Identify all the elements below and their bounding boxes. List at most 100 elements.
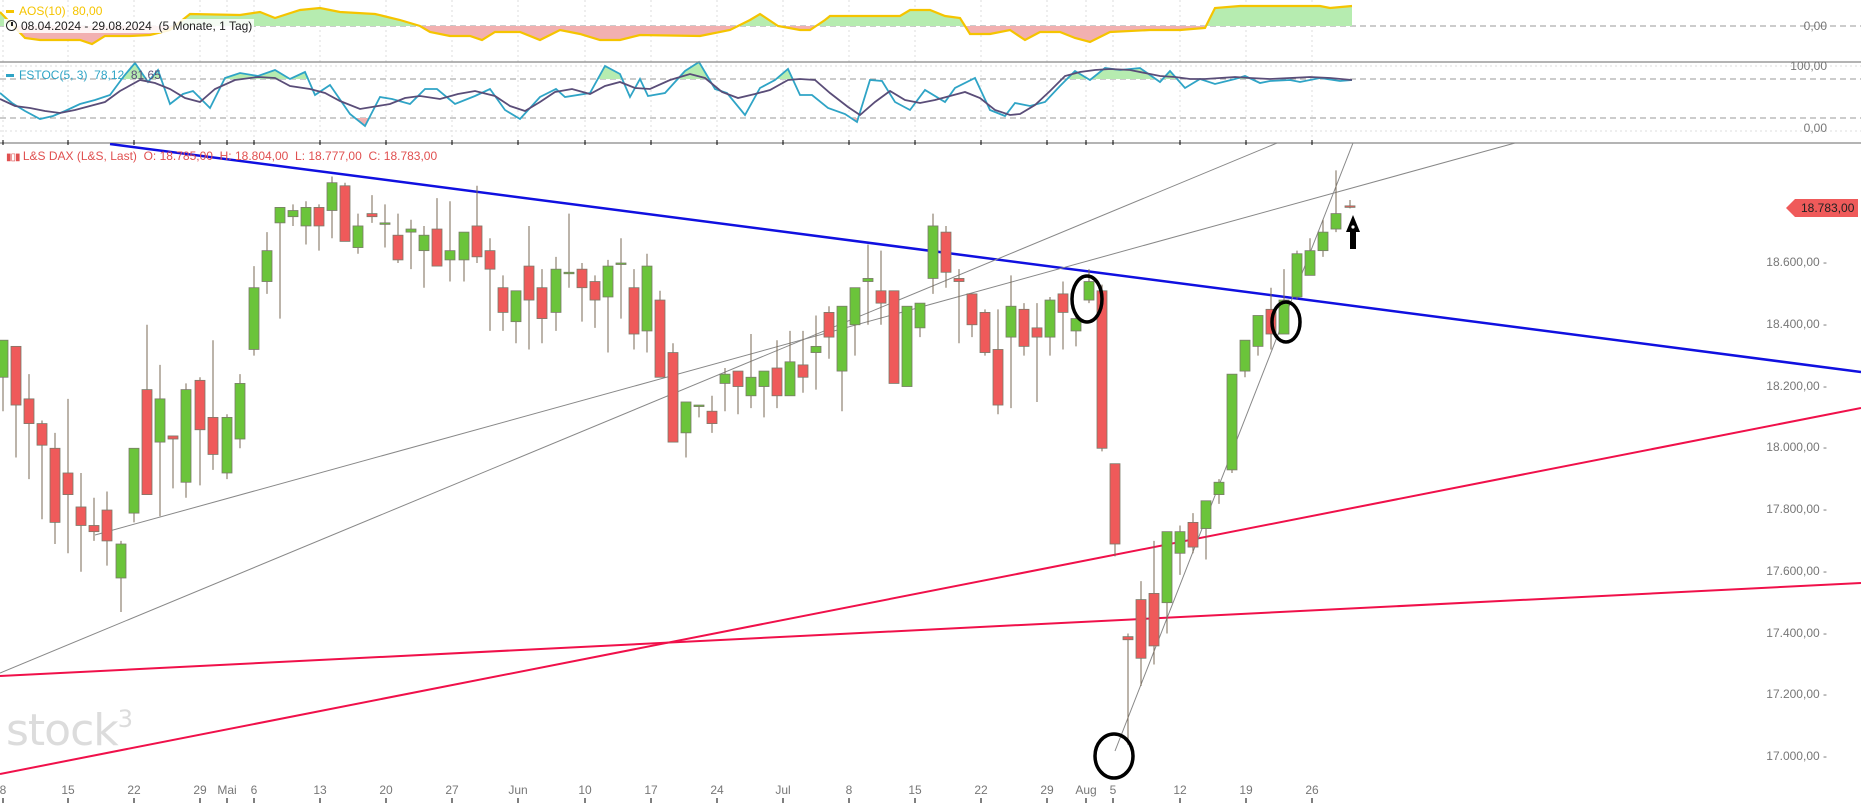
candle: [849, 287, 861, 326]
fstoc-value-fast: 78,12: [94, 68, 125, 82]
candle: [1304, 250, 1316, 276]
last-price-tag: 18.783,00: [1785, 199, 1859, 217]
candle: [1174, 531, 1186, 554]
candle: [888, 290, 900, 384]
candle: [352, 225, 364, 248]
candle: [862, 278, 874, 282]
candle: [484, 250, 496, 270]
date-tick-label: 10: [578, 783, 592, 797]
candle: [471, 225, 483, 258]
clock-icon: [6, 20, 17, 31]
candle: [248, 287, 260, 350]
trend-lines[interactable]: [0, 143, 1861, 775]
date-tick-label: 15: [61, 783, 75, 797]
candle: [693, 404, 705, 407]
candle: [797, 364, 809, 378]
candle: [536, 287, 548, 319]
candle: [927, 225, 939, 279]
arrow-up-annotation[interactable]: [1346, 215, 1360, 249]
candle: [405, 228, 417, 233]
trend-line-channel-upper[interactable]: [0, 143, 1278, 674]
ohlc-low: L: 18.777,00: [295, 149, 362, 163]
candle: [953, 278, 965, 282]
candle: [823, 312, 835, 338]
price-legend[interactable]: ▮▯▮ L&S DAX (L&S, Last) O: 18.785,00 H: …: [6, 149, 437, 163]
candle: [510, 290, 522, 323]
fstoc-value-slow: 81,65: [130, 68, 161, 82]
chart-annotations[interactable]: [1070, 215, 1360, 780]
fstoc-legend[interactable]: FSTOC(5, 3) 78,12 81,65: [6, 68, 161, 82]
candle: [901, 305, 913, 387]
date-tick-label: 8: [0, 783, 7, 797]
candle: [62, 472, 74, 496]
fstoc-axis-100: 100,00: [1790, 59, 1827, 73]
candle: [1291, 253, 1303, 298]
date-tick-label: 29: [1040, 783, 1054, 797]
trend-line-red-support-flat[interactable]: [0, 582, 1861, 677]
candle: [300, 207, 312, 227]
candle: [167, 435, 179, 440]
candle: [207, 416, 219, 455]
candle: [88, 525, 100, 533]
candle: [141, 389, 153, 495]
date-tick-label: 29: [193, 783, 207, 797]
candle: [1200, 500, 1212, 529]
candle: [1213, 481, 1225, 495]
candle: [379, 222, 391, 225]
candle: [497, 287, 509, 313]
candle: [36, 423, 48, 446]
circle-annotation[interactable]: [1270, 300, 1302, 344]
panel-dividers[interactable]: [0, 61, 1861, 144]
candle: [1226, 373, 1238, 471]
candle: [234, 383, 246, 440]
candle: [719, 373, 731, 384]
price-tick-label: 17.200,00 -: [1766, 687, 1827, 702]
date-tick-label: Aug: [1075, 783, 1097, 797]
candle: [979, 312, 991, 353]
price-tick-label: 17.600,00 -: [1766, 563, 1827, 578]
date-range[interactable]: 08.04.2024 - 29.08.2024 (5 Monate, 1 Tag…: [4, 19, 255, 33]
circle-annotation[interactable]: [1070, 274, 1104, 324]
date-tick-label: 24: [710, 783, 724, 797]
candle: [444, 250, 456, 261]
date-tick-label: Mai: [217, 783, 237, 797]
ohlc-close: C: 18.783,00: [368, 149, 438, 163]
candle: [418, 234, 430, 252]
aos-indicator-panel: [0, 4, 1353, 46]
aos-legend[interactable]: AOS(10) 80,00: [6, 4, 102, 18]
candle: [1330, 213, 1342, 230]
price-tick-label: 18.600,00 -: [1766, 255, 1827, 269]
candle: [1109, 463, 1121, 545]
candle: [0, 339, 9, 378]
candle: [875, 290, 887, 304]
candle: [10, 345, 22, 406]
fstoc-swatch-icon: [6, 74, 14, 78]
candle: [680, 401, 692, 434]
candle: [771, 367, 783, 397]
candle: [261, 250, 273, 282]
candle: [836, 305, 848, 372]
date-tick-label: 8: [845, 783, 853, 797]
candlestick-icon: ▮▯▮: [6, 152, 20, 163]
date-tick-label: 22: [974, 783, 988, 797]
circle-annotation[interactable]: [1093, 732, 1135, 780]
candle: [1344, 205, 1356, 208]
candle: [1317, 231, 1329, 252]
candle: [602, 265, 614, 298]
aos-value: 80,00: [72, 4, 103, 18]
trend-line-blue-resistance[interactable]: [109, 143, 1861, 374]
candle: [628, 287, 640, 335]
candle: [221, 416, 233, 474]
candle: [180, 389, 192, 483]
fstoc-indicator-panel: [0, 60, 1353, 128]
candle: [1252, 315, 1264, 347]
candle: [550, 268, 562, 313]
trend-line-red-support-steep[interactable]: [0, 407, 1861, 775]
date-tick-label: 26: [1305, 783, 1319, 797]
candle: [366, 213, 378, 218]
candle: [810, 345, 822, 353]
candle: [706, 410, 718, 424]
trend-line-channel-lower[interactable]: [94, 143, 1516, 536]
candle: [431, 228, 443, 267]
